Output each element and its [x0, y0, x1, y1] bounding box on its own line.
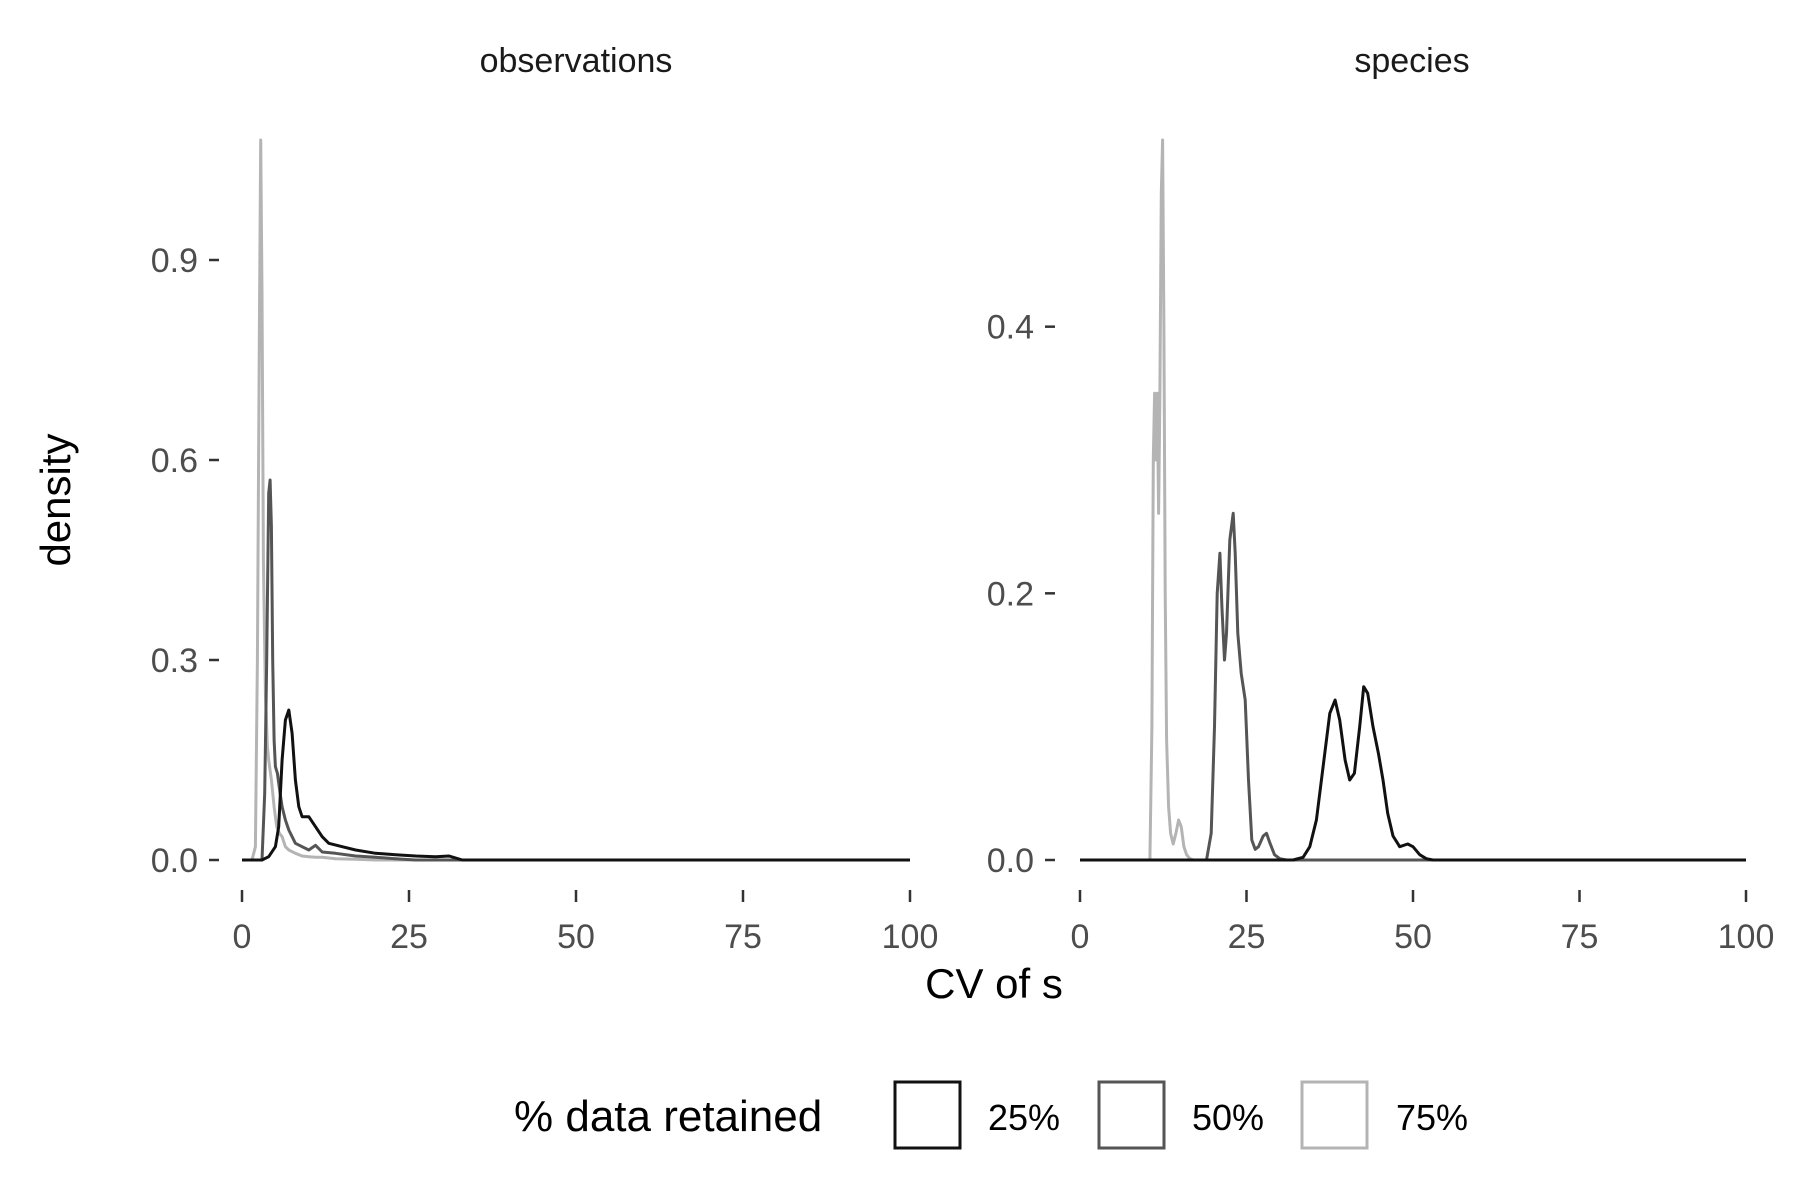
x-tick-label-species: 0 — [1071, 918, 1090, 956]
x-tick-label-observations: 25 — [390, 918, 428, 956]
legend: % data retained 25% 50% 75% — [514, 1080, 1468, 1150]
x-tick-label-species: 50 — [1394, 918, 1432, 956]
x-tick-label-species: 100 — [1718, 918, 1775, 956]
strip-label-observations: observations — [480, 42, 673, 80]
legend-label-75: 75% — [1396, 1097, 1468, 1138]
y-tick-label-species: 0.2 — [987, 575, 1034, 613]
y-tick-label-observations: 0.6 — [151, 442, 198, 480]
y-tick-label-species: 0.0 — [987, 842, 1034, 880]
legend-label-25: 25% — [988, 1097, 1060, 1138]
series-layer-species — [1080, 138, 1746, 862]
x-tick-label-observations: 0 — [233, 918, 252, 956]
y-axis-title: density — [32, 433, 79, 566]
legend-label-50: 50% — [1192, 1097, 1264, 1138]
density-line-observations-25pct — [242, 708, 910, 862]
y-tick-label-observations: 0.3 — [151, 642, 198, 680]
axes-observations: 0.0 0.3 0.6 0.9 0 25 50 75 100 — [151, 242, 939, 956]
y-tick-label-observations: 0.9 — [151, 242, 198, 280]
x-tick-label-observations: 50 — [557, 918, 595, 956]
density-line-species-50pct — [1080, 511, 1746, 862]
x-tick-label-species: 75 — [1561, 918, 1599, 956]
strip-label-species: species — [1354, 42, 1469, 80]
legend-title: % data retained — [514, 1092, 822, 1141]
y-tick-label-observations: 0.0 — [151, 842, 198, 880]
density-line-species-75pct — [1080, 138, 1746, 862]
y-tick-label-species: 0.4 — [987, 309, 1034, 347]
panel-species: species 0.0 0.2 0.4 0 25 50 75 100 — [987, 42, 1775, 956]
x-tick-label-observations: 100 — [882, 918, 939, 956]
x-tick-label-observations: 75 — [724, 918, 762, 956]
density-line-observations-50pct — [242, 478, 910, 862]
legend-key-75 — [1300, 1080, 1369, 1150]
axes-species: 0.0 0.2 0.4 0 25 50 75 100 — [987, 309, 1775, 956]
x-axis-title: CV of s — [925, 960, 1063, 1007]
legend-key-25 — [893, 1080, 962, 1150]
density-line-species-25pct — [1080, 685, 1746, 862]
panel-observations: observations 0.0 0.3 0.6 0.9 0 25 50 75 100 — [151, 42, 939, 956]
x-tick-label-species: 25 — [1228, 918, 1266, 956]
series-layer-observations — [242, 138, 910, 862]
density-line-observations-75pct — [242, 138, 910, 862]
legend-key-50 — [1097, 1080, 1166, 1150]
